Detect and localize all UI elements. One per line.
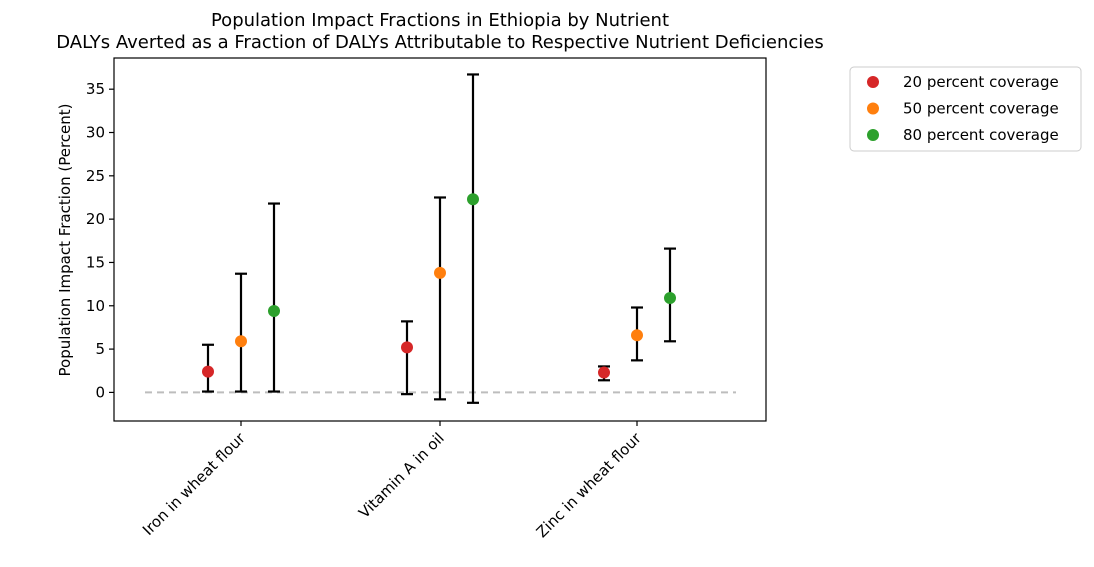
x-tick-label: Zinc in wheat flour [533,429,646,542]
legend-marker [867,129,879,141]
legend: 20 percent coverage 50 percent coverage 80… [849,66,1082,152]
data-point [202,365,214,378]
legend-frame [849,66,1082,152]
y-tick-label: 0 [95,383,105,401]
y-tick-label: 15 [86,253,105,271]
data-point [235,335,247,348]
y-tick-label: 30 [86,124,105,142]
data-point [467,193,479,206]
y-tick-label: 5 [95,340,105,358]
x-tick-label: Vitamin A in oil [355,429,448,522]
legend-label: 80 percent coverage [903,126,1059,144]
chart-title: Population Impact Fractions in Ethiopia … [211,10,669,31]
y-tick-label: 35 [86,80,105,98]
data-point [664,291,676,304]
y-tick-label: 25 [86,167,105,185]
data-point [631,329,643,342]
legend-label: 50 percent coverage [903,100,1059,118]
chart-subtitle: DALYs Averted as a Fraction of DALYs Att… [56,32,823,53]
legend-label: 20 percent coverage [903,73,1059,91]
legend-marker [867,102,879,115]
y-axis-label: Population Impact Fraction (Percent) [56,103,74,376]
y-tick-label: 20 [86,210,105,228]
data-point [434,266,446,279]
data-point [268,304,280,317]
data-point [598,366,610,379]
data-point [401,341,413,354]
plot-area: 0 5 10 15 20 25 30 35 Iron in wheat flour Vitamin… [86,57,767,542]
legend-marker [867,76,879,88]
y-tick-label: 10 [86,297,105,315]
x-tick-label: Iron in wheat flour [139,429,249,539]
